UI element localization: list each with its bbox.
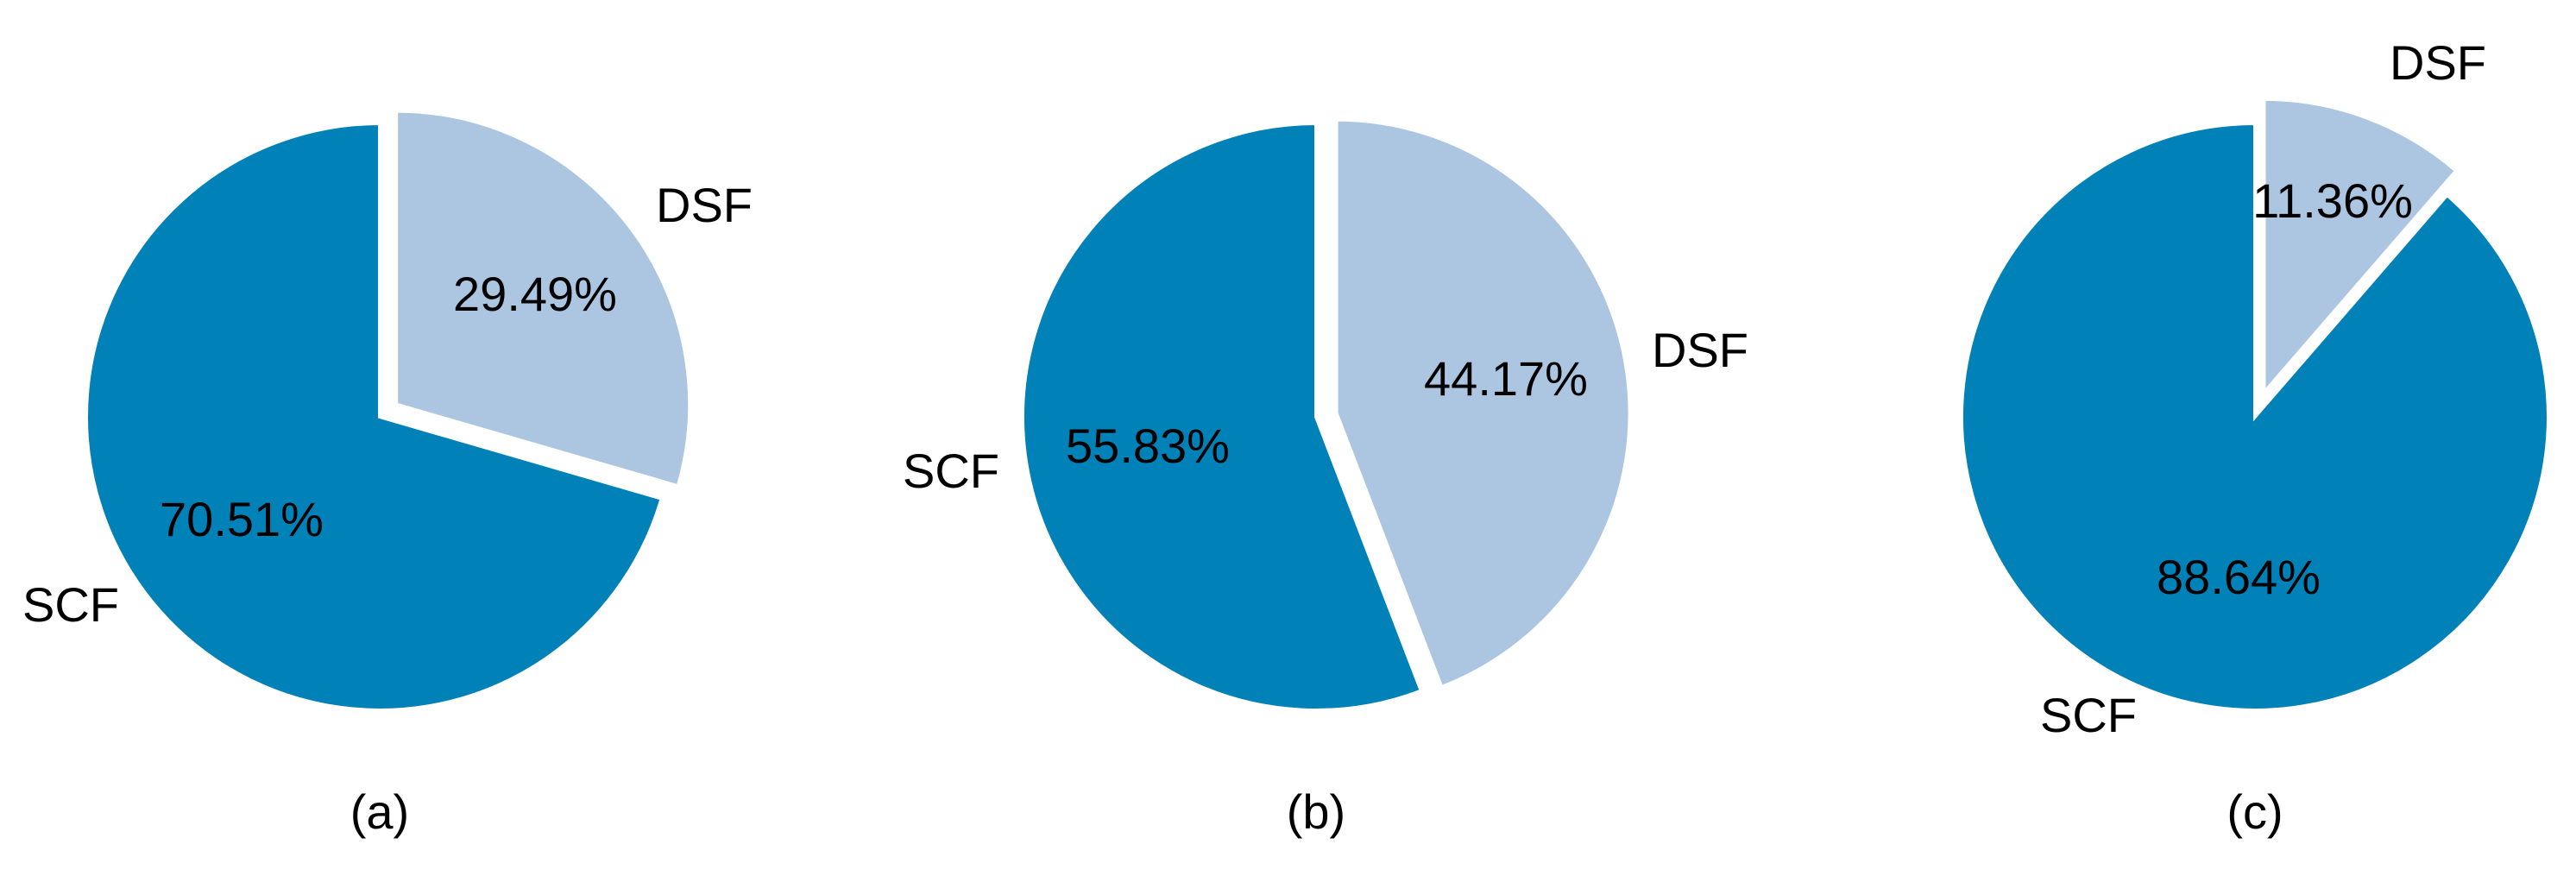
- percent-label-scf: 55.83%: [1066, 419, 1230, 473]
- slice-dsf: [394, 109, 692, 488]
- pie-chart-b: 44.17% 55.83% DSF SCF (b): [903, 117, 1748, 839]
- percent-label-dsf: 44.17%: [1424, 351, 1588, 406]
- slice-scf: [85, 121, 664, 712]
- pie-chart-c: 11.36% 88.64% DSF SCF (c): [1959, 35, 2550, 839]
- category-label-dsf: DSF: [1652, 323, 1748, 377]
- category-label-scf: SCF: [903, 444, 999, 498]
- category-label-scf: SCF: [22, 577, 119, 632]
- slice-dsf: [1334, 117, 1632, 690]
- category-label-dsf: DSF: [2390, 35, 2486, 90]
- percent-label-scf: 88.64%: [2157, 550, 2321, 604]
- category-label-scf: SCF: [2040, 688, 2137, 742]
- percent-label-dsf: 11.36%: [2252, 173, 2413, 228]
- slice-dsf: [2262, 97, 2459, 398]
- category-label-dsf: DSF: [656, 178, 753, 232]
- slice-scf: [1021, 121, 1424, 712]
- chart-caption: (c): [2226, 784, 2283, 839]
- pie-chart-a: 29.49% 70.51% DSF SCF (a): [22, 109, 753, 839]
- chart-caption: (b): [1287, 784, 1345, 839]
- percent-label-dsf: 29.49%: [453, 267, 617, 321]
- slice-scf: [1959, 121, 2550, 712]
- chart-caption: (a): [350, 784, 409, 839]
- percent-label-scf: 70.51%: [160, 492, 324, 546]
